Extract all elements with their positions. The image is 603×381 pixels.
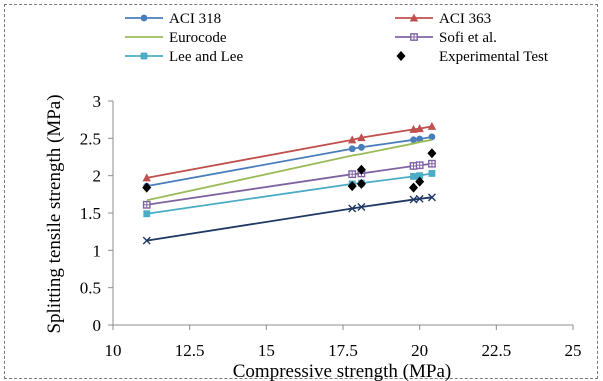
experimental-point [409,182,419,193]
legend-label: ACI 318 [169,11,221,27]
series-0-point [348,145,356,153]
series-1-point [427,121,437,130]
legend-swatch-marker [410,33,418,41]
series-1-point [415,124,424,133]
series-3-point [348,170,357,179]
experimental-point [356,178,366,189]
experimental-point [427,148,437,159]
series-4-point [410,173,417,180]
series-1-point [142,173,151,182]
legend-label: Eurocode [169,30,227,46]
legend-label: Lee and Lee [169,49,243,65]
series-5-point [142,236,151,245]
series-0-point [416,135,424,143]
series-5-point-stroke-b [415,194,424,203]
x-tick-label: 22.5 [481,341,511,360]
y-tick-label: 3 [93,92,102,111]
legend-item: ACI 318 [125,11,221,27]
legend-label: Experimental Test [439,49,549,65]
y-tick-label: 1.5 [80,204,101,223]
legend-swatch-marker [396,51,406,61]
x-tick-label: 10 [105,341,122,360]
legend: ACI 318 ACI 363 Eurocode Sofi et al. Lee and… [125,11,549,65]
x-tick-label: 17.5 [328,341,358,360]
x-tick-label: 20 [411,341,428,360]
series-5-point-stroke-b [142,236,151,245]
series-5-point-stroke-b [409,195,418,204]
x-axis-title: Compressive strength (MPa) [233,361,451,381]
legend-item: Experimental Test [396,49,549,65]
series-4-point [416,172,424,180]
series-line-5 [146,196,433,242]
series-5-point [415,194,424,203]
series-5-point [357,203,366,212]
experimental-point [356,164,366,175]
experimental-point [415,176,425,187]
legend-label: ACI 363 [439,11,491,27]
legend-label: Sofi et al. [439,30,497,46]
legend-swatch-marker [140,52,148,60]
series-line-4 [146,172,433,215]
series-0-point [410,136,417,144]
x-tick-label: 25 [565,341,582,360]
experimental-point [347,181,357,192]
series-3-point [415,161,424,170]
series-3-point [428,159,436,168]
legend-swatch-marker [409,13,419,22]
series-5-point-stroke-b [357,203,366,212]
legend-item: ACI 363 [395,11,491,27]
series-line-2 [146,138,433,202]
x-tick-label: 12.5 [175,341,205,360]
series-5-point [348,204,357,213]
series-1-point [348,135,357,144]
series-5-point-stroke-b [348,204,357,213]
y-axis-title: Splitting tensile strength (MPa) [44,94,65,333]
legend-item: Eurocode [125,30,227,46]
experimental-point [142,182,152,193]
y-tick-label: 2 [93,167,102,186]
legend-swatch-marker [140,14,148,22]
series-1-point [409,124,418,133]
series-4-point [428,170,436,177]
x-tick-label: 15 [258,341,275,360]
legend-item: Sofi et al. [395,30,497,46]
chart-frame [4,4,598,379]
series-0-point [358,143,365,151]
y-tick-label: 1 [93,241,102,260]
y-tick-label: 0.5 [80,279,101,298]
series-0-point [428,133,436,141]
series-3-point [142,200,151,209]
series-5-point-stroke-b [427,193,436,202]
series-4-point [143,210,151,218]
plot-area [142,121,437,245]
y-tick-label: 0 [93,316,102,335]
series-5-point [427,193,436,202]
y-tick-label: 2.5 [80,129,101,148]
legend-item: Lee and Lee [125,49,243,65]
series-1-point [357,133,366,142]
